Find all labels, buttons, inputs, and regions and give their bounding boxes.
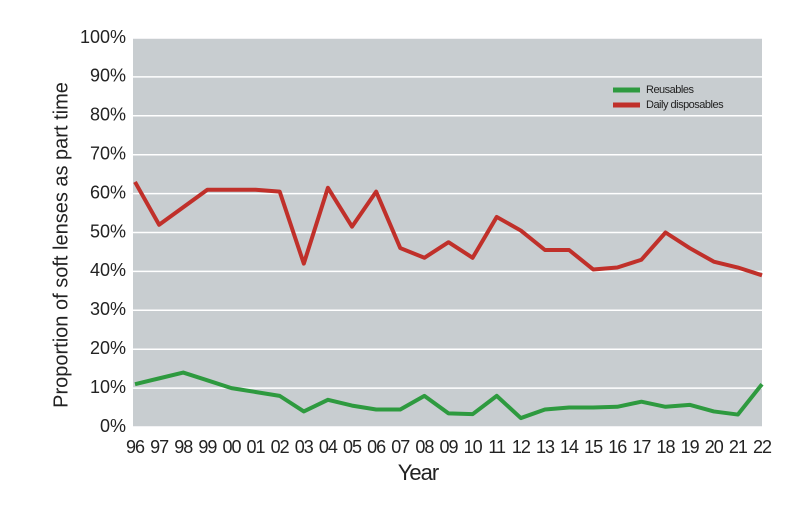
x-tick-label: 19 (681, 437, 700, 457)
x-tick-label: 16 (608, 437, 627, 457)
y-tick-label: 80% (90, 105, 126, 125)
x-tick-label: 09 (439, 437, 458, 457)
x-tick-label: 22 (753, 437, 772, 457)
x-tick-label: 04 (319, 437, 338, 457)
x-tick-label: 01 (247, 437, 266, 457)
legend-label: Reusables (646, 84, 694, 96)
x-tick-label: 21 (729, 437, 748, 457)
y-tick-label: 90% (90, 66, 126, 86)
y-tick-label: 0% (100, 416, 126, 436)
x-tick-label: 06 (367, 437, 386, 457)
x-tick-label: 00 (222, 437, 241, 457)
x-tick-label: 12 (512, 437, 531, 457)
x-tick-label: 11 (488, 437, 506, 457)
series-line (133, 180, 763, 278)
y-tick-label: 10% (90, 377, 126, 397)
x-axis-label: Year (398, 460, 439, 485)
x-tick-label: 08 (415, 437, 434, 457)
x-tick-label: 98 (174, 437, 193, 457)
x-tick-label: 07 (391, 437, 410, 457)
x-tick-label: 13 (536, 437, 555, 457)
x-tick-label: 17 (632, 437, 651, 457)
series-line (134, 370, 764, 421)
x-tick-label: 05 (343, 437, 362, 457)
x-tick-label: 20 (705, 437, 724, 457)
y-axis-label: Proportion of soft lenses as part time (50, 82, 72, 408)
y-tick-label: 60% (90, 182, 126, 202)
y-tick-label: 40% (90, 260, 126, 280)
y-tick-label: 20% (90, 338, 126, 358)
x-tick-label: 97 (150, 437, 169, 457)
y-tick-label: 70% (90, 143, 126, 163)
y-tick-label: 50% (90, 221, 126, 241)
x-tick-label: 15 (584, 437, 603, 457)
x-tick-label: 96 (126, 437, 145, 457)
x-tick-label: 10 (464, 437, 483, 457)
x-tick-label: 03 (295, 437, 314, 457)
x-tick-label: 14 (560, 437, 579, 457)
x-tick-label: 18 (657, 437, 676, 457)
legend-label: Daily disposables (646, 99, 724, 111)
x-tick-label: 02 (271, 437, 290, 457)
y-tick-label: 100% (80, 27, 126, 47)
y-tick-label: 30% (90, 299, 126, 319)
x-tick-label: 99 (198, 437, 217, 457)
